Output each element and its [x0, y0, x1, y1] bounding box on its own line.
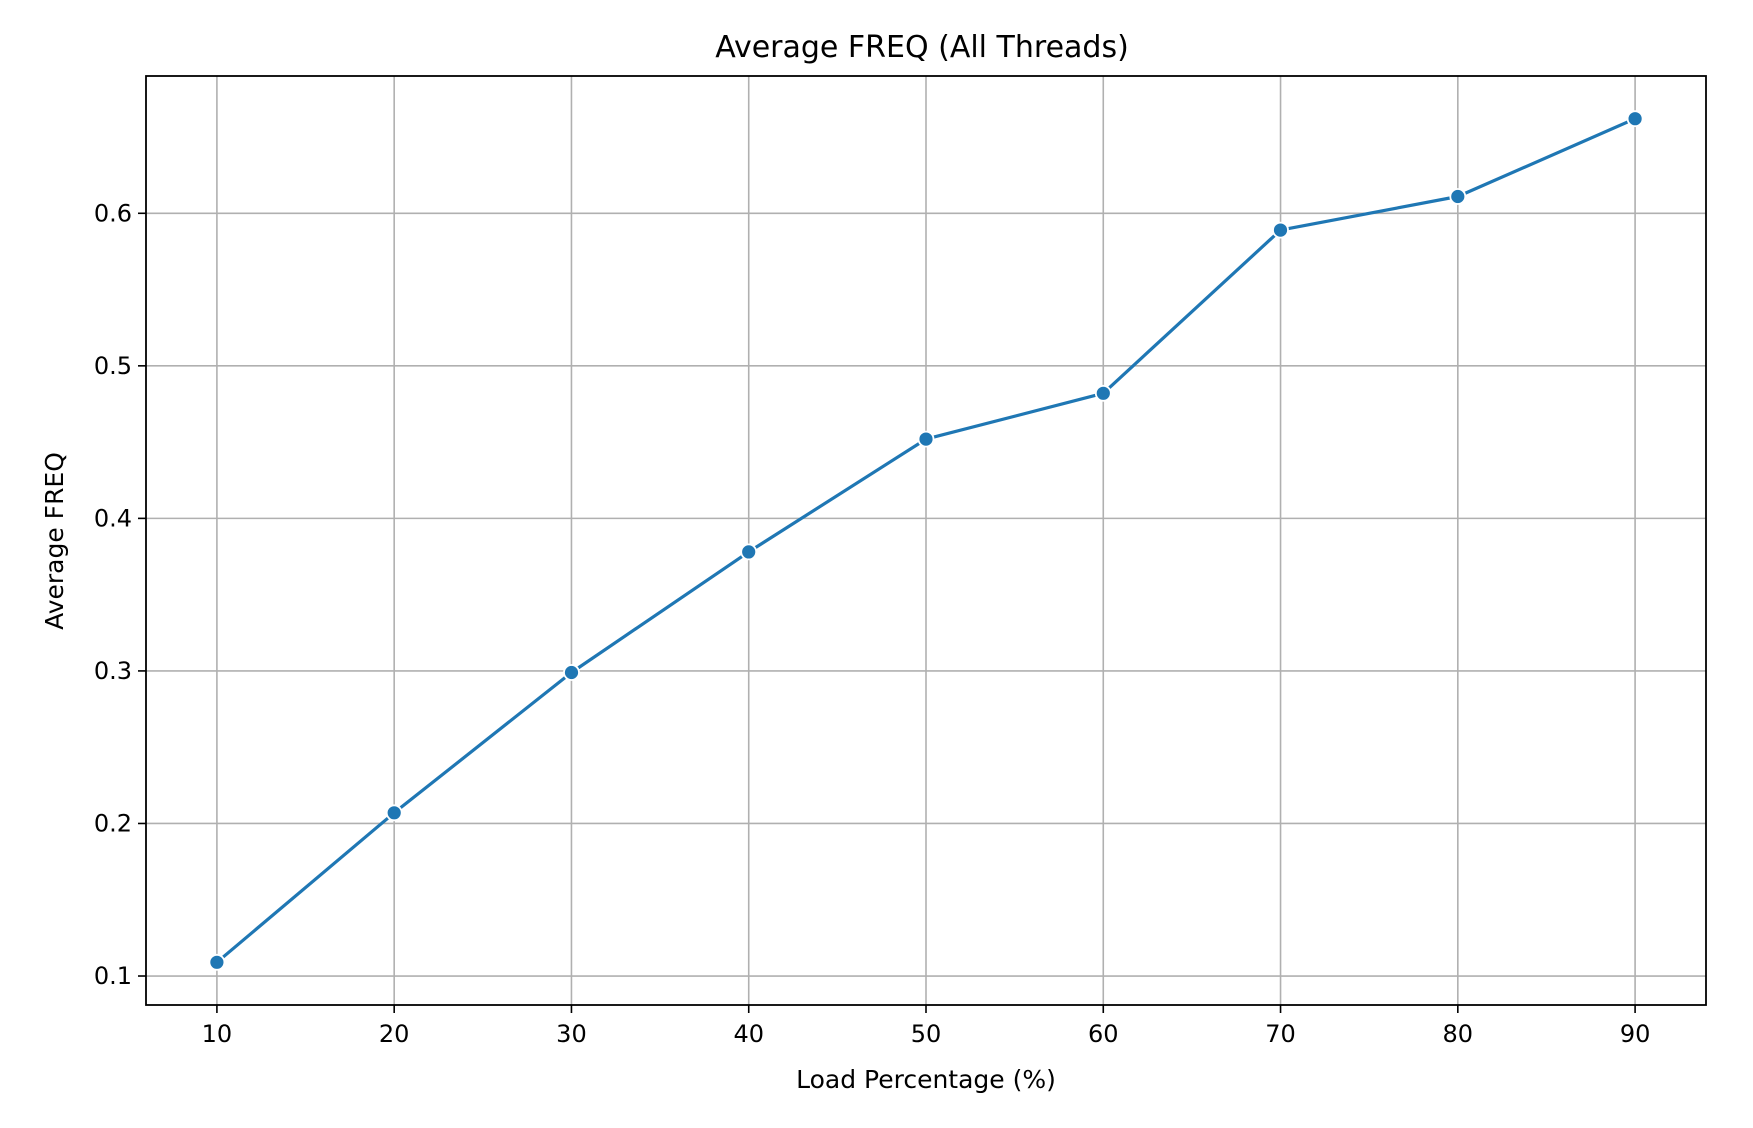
chart-title: Average FREQ (All Threads)	[715, 30, 1129, 65]
x-tick-label: 10	[202, 1020, 233, 1048]
x-tick-label: 30	[556, 1020, 587, 1048]
y-tick-label: 0.2	[94, 809, 132, 837]
y-tick-label: 0.4	[94, 504, 132, 532]
data-point	[563, 664, 580, 681]
y-tick-label: 0.1	[94, 962, 132, 990]
plot-frame	[145, 75, 1707, 1006]
data-point	[1449, 188, 1467, 205]
series-layer	[208, 110, 1644, 971]
x-tick-label: 80	[1443, 1020, 1474, 1048]
y-axis-label: Average FREQ	[40, 452, 69, 630]
grid	[146, 76, 1706, 1005]
data-point	[208, 953, 226, 971]
data-point	[1626, 110, 1644, 128]
y-tick-label: 0.5	[94, 352, 132, 380]
data-point	[740, 543, 758, 561]
x-tick-label: 60	[1088, 1020, 1119, 1048]
y-tick-label: 0.3	[94, 657, 132, 685]
x-tick-label: 50	[911, 1020, 942, 1048]
data-point	[1272, 221, 1289, 239]
x-tick-label: 20	[379, 1020, 410, 1048]
x-axis-label: Load Percentage (%)	[796, 1065, 1056, 1094]
axis-ticks: 10 20 30 40 50 60 70 80 90 0.1 0.2 0.3 0.4 0.5 0.6	[94, 199, 1651, 1048]
data-point	[917, 430, 935, 448]
x-tick-label: 70	[1265, 1020, 1296, 1048]
x-tick-label: 90	[1620, 1020, 1651, 1048]
x-tick-label: 40	[733, 1020, 764, 1048]
data-point	[385, 804, 403, 822]
data-point	[1094, 384, 1112, 402]
y-tick-label: 0.6	[94, 199, 132, 227]
